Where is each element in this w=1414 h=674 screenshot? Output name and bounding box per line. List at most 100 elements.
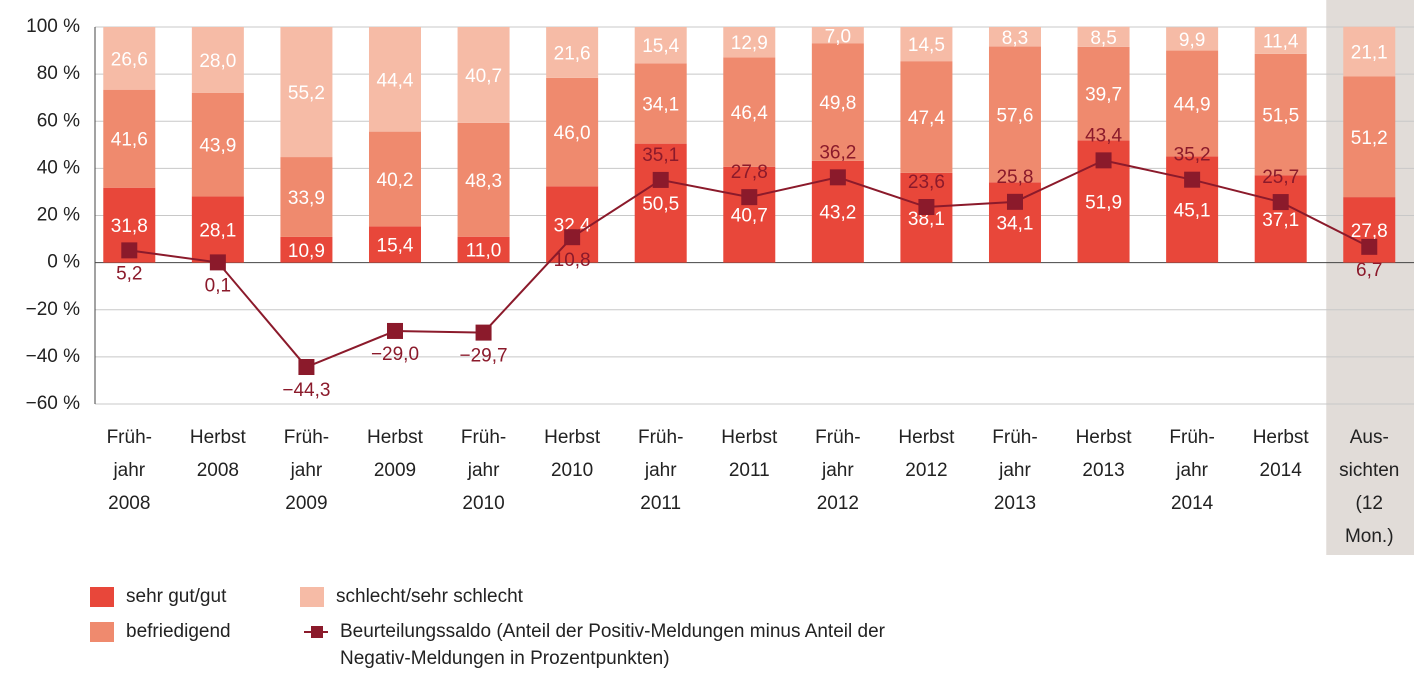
bar-value-label: 40,2 [377, 170, 414, 191]
bar-value-label: 51,5 [1262, 106, 1299, 127]
x-tick-label: jahr [1175, 460, 1208, 481]
saldo-value-label: 36,2 [819, 142, 856, 163]
bar-segment [723, 57, 776, 167]
saldo-marker [1006, 193, 1023, 210]
bar-segment [1166, 50, 1219, 157]
x-tick-label: Herbst [898, 427, 955, 448]
bar-segment [723, 166, 776, 263]
x-tick-label: Früh- [992, 427, 1037, 448]
x-tick-label: 2008 [197, 460, 239, 481]
bar-value-label: 9,9 [1179, 30, 1205, 51]
bar-segment [634, 27, 687, 64]
bar-value-label: 21,1 [1351, 43, 1388, 64]
x-tick-label: Mon.) [1345, 526, 1394, 547]
x-tick-label: Früh- [107, 427, 152, 448]
saldo-marker [1361, 238, 1378, 255]
y-tick-label: 20 % [37, 205, 80, 226]
bar-value-label: 38,1 [908, 209, 945, 230]
saldo-value-label: 0,1 [205, 275, 231, 296]
bar-value-label: 40,7 [731, 206, 768, 227]
bar-value-label: 34,1 [996, 213, 1033, 234]
bar-value-label: 33,9 [288, 188, 325, 209]
x-tick-label: Herbst [544, 427, 601, 448]
saldo-marker [386, 322, 403, 339]
y-tick-label: 60 % [37, 110, 80, 131]
bar-segment [1343, 76, 1396, 198]
saldo-value-label: 6,7 [1356, 260, 1382, 281]
bar-value-label: 28,0 [199, 51, 236, 72]
bar-value-label: 48,3 [465, 171, 502, 192]
bar-segment [457, 122, 510, 237]
legend-marker [311, 626, 323, 638]
saldo-value-label: 43,4 [1085, 125, 1122, 146]
legend-swatch [300, 587, 324, 607]
bar-value-label: 44,9 [1174, 94, 1211, 115]
saldo-value-label: 5,2 [116, 263, 142, 284]
legend-label: sehr gut/gut [126, 586, 227, 607]
bar-value-label: 49,8 [819, 93, 856, 114]
bar-segment [1077, 46, 1130, 141]
x-tick-label: Früh- [815, 427, 860, 448]
bar-value-label: 57,6 [996, 105, 1033, 126]
x-tick-label: 2014 [1260, 460, 1303, 481]
bar-value-label: 7,0 [825, 26, 851, 47]
bar-value-label: 45,1 [1174, 201, 1211, 222]
saldo-marker [918, 199, 935, 216]
saldo-marker [564, 229, 581, 246]
bar-value-label: 14,5 [908, 35, 945, 56]
x-tick-label: Früh- [284, 427, 329, 448]
x-tick-label: jahr [467, 460, 500, 481]
bar-value-label: 41,6 [111, 130, 148, 151]
x-tick-label: 2013 [1082, 460, 1124, 481]
saldo-marker [741, 189, 758, 206]
bar-value-label: 10,9 [288, 241, 325, 262]
saldo-marker [1184, 171, 1201, 188]
bar-segment [1254, 53, 1307, 176]
bar-segment [634, 143, 687, 263]
x-tick-label: 2009 [374, 460, 416, 481]
bar-segment [1343, 26, 1396, 77]
legend-line-symbol [304, 623, 328, 641]
x-tick-label: Früh- [638, 427, 683, 448]
saldo-marker [209, 254, 226, 271]
x-tick-label: 2012 [905, 460, 947, 481]
bar-value-label: 43,9 [199, 136, 236, 157]
saldo-marker [298, 359, 315, 376]
bar-value-label: 37,1 [1262, 210, 1299, 231]
legend-swatch [90, 622, 114, 642]
bar-segment [103, 27, 156, 90]
bar-segment [546, 77, 599, 187]
bar-value-label: 21,6 [554, 43, 591, 64]
x-tick-label: jahr [821, 460, 854, 481]
legend-swatch [90, 587, 114, 607]
bar-segment [988, 27, 1041, 47]
saldo-value-label: 10,8 [554, 250, 591, 271]
bar-segment [191, 92, 244, 197]
bar-value-label: 31,8 [111, 216, 148, 237]
x-tick-label: (12 [1356, 493, 1383, 514]
x-tick-label: 2009 [285, 493, 327, 514]
bar-value-label: 51,9 [1085, 192, 1122, 213]
saldo-marker [1095, 152, 1112, 169]
bar-value-label: 46,4 [731, 103, 768, 124]
bar-segment [368, 131, 421, 227]
bar-segment [811, 43, 864, 161]
bar-value-label: 40,7 [465, 66, 502, 87]
x-tick-label: jahr [644, 460, 677, 481]
bar-segment [1077, 26, 1130, 47]
bar-value-label: 43,2 [819, 203, 856, 224]
bar-segment [546, 27, 599, 78]
saldo-value-label: 27,8 [731, 162, 768, 183]
bar-segment [900, 27, 953, 62]
bar-value-label: 44,4 [377, 70, 414, 91]
y-tick-label: −20 % [26, 299, 81, 320]
bar-value-label: 51,2 [1351, 128, 1388, 149]
bar-value-label: 15,4 [642, 36, 679, 57]
bar-segment [457, 236, 510, 263]
bar-value-label: 8,5 [1090, 28, 1116, 49]
legend-label: schlecht/sehr schlecht [336, 586, 523, 607]
bar-segment [1166, 27, 1219, 51]
bar-value-label: 39,7 [1085, 85, 1122, 106]
bar-segment [103, 89, 156, 188]
bar-segment [900, 61, 953, 173]
